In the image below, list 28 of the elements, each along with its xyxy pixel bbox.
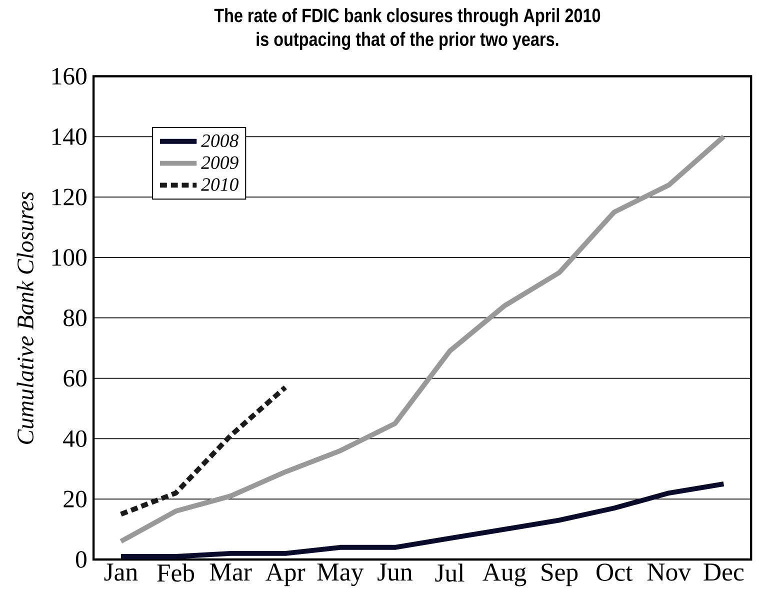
y-tick-label: 120 — [52, 188, 86, 206]
y-tick-label: 140 — [52, 128, 86, 145]
x-tick-label: Mar — [210, 564, 252, 581]
x-tick-label: Apr — [266, 564, 306, 586]
x-tick-label: Oct — [596, 564, 633, 581]
x-tick-label: Nov — [647, 564, 692, 581]
y-tick-label: 0 — [76, 551, 86, 568]
legend-label: 2010 — [201, 178, 238, 191]
line-series — [118, 384, 288, 517]
x-tick-label: Dec — [704, 564, 744, 581]
x-tick-label: Aug — [482, 564, 526, 586]
x-tick-label: Jul — [435, 564, 464, 582]
y-tick-label: 60 — [64, 370, 86, 387]
x-tick-label: Feb — [157, 564, 194, 582]
x-tick-label: Jun — [378, 564, 412, 581]
y-tick-label: 160 — [52, 68, 86, 85]
y-axis-title: Cumulative Bank Closures — [16, 192, 34, 444]
y-tick-label: 20 — [64, 490, 86, 508]
x-tick-label: Jan — [104, 564, 138, 581]
y-tick-label: 40 — [63, 430, 86, 447]
chart-title: The rate of FDIC bank closures through April 2010 is outpacing that of the prior two years. — [214, 8, 600, 50]
legend-label: 2008 — [201, 134, 238, 148]
line-series — [118, 134, 726, 544]
y-tick-label: 100 — [52, 249, 86, 266]
legend-label: 2009 — [201, 156, 238, 169]
y-tick-label: 80 — [64, 309, 86, 326]
x-tick-label: May — [317, 564, 364, 586]
x-tick-label: Sep — [542, 564, 578, 586]
